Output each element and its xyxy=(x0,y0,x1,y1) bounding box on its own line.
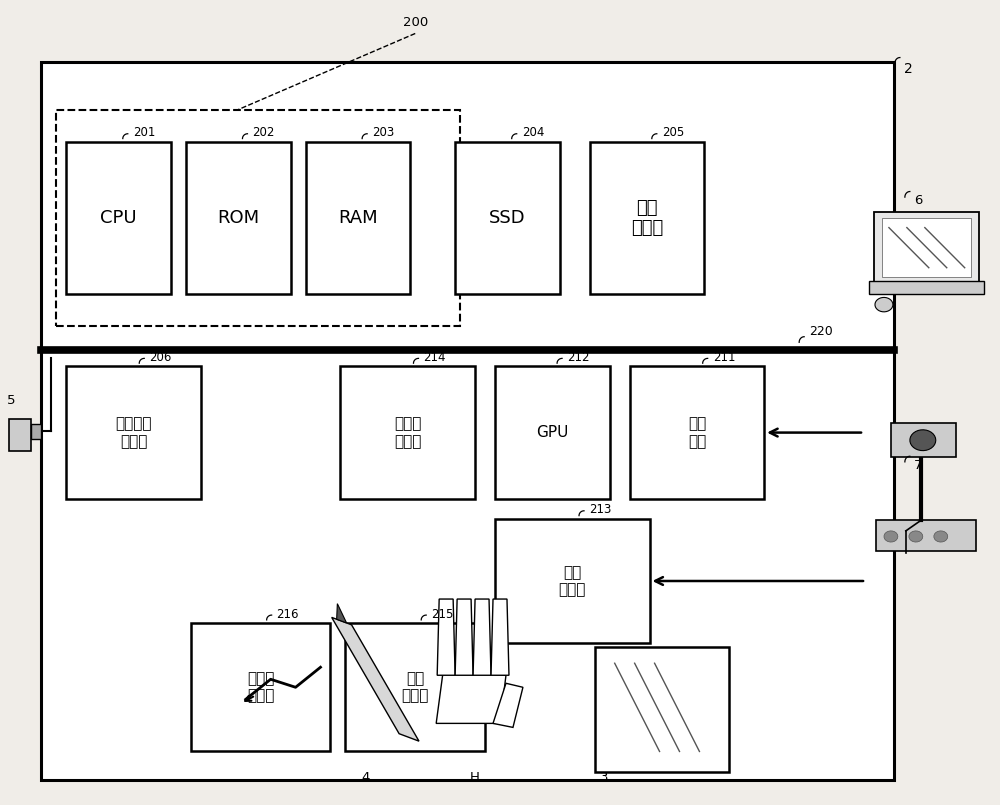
Polygon shape xyxy=(337,604,347,623)
Text: 外部存储
控制器: 外部存储 控制器 xyxy=(115,416,152,448)
Bar xyxy=(876,520,976,551)
Text: 203: 203 xyxy=(372,126,394,139)
Bar xyxy=(345,623,485,751)
Polygon shape xyxy=(473,599,491,675)
Text: 201: 201 xyxy=(133,126,155,139)
Text: 7: 7 xyxy=(914,459,922,472)
Bar xyxy=(874,212,979,284)
Bar xyxy=(31,424,41,439)
Bar xyxy=(630,366,764,499)
Bar xyxy=(306,142,410,294)
Bar xyxy=(882,218,971,278)
Text: 触摸
传感器: 触摸 传感器 xyxy=(402,671,429,704)
Text: 6: 6 xyxy=(914,194,922,207)
Bar xyxy=(595,647,729,771)
Text: CPU: CPU xyxy=(100,209,137,227)
Text: 212: 212 xyxy=(567,351,590,364)
Polygon shape xyxy=(884,530,898,542)
Bar xyxy=(891,423,956,457)
Polygon shape xyxy=(875,297,893,312)
Polygon shape xyxy=(491,599,509,675)
Text: 电子笔
控制器: 电子笔 控制器 xyxy=(247,671,274,704)
Bar xyxy=(495,518,650,643)
Text: 215: 215 xyxy=(431,608,454,621)
Polygon shape xyxy=(934,530,948,542)
Bar xyxy=(340,366,475,499)
Text: 214: 214 xyxy=(423,351,446,364)
Text: ROM: ROM xyxy=(217,209,259,227)
Text: GPU: GPU xyxy=(536,425,569,440)
Text: 200: 200 xyxy=(403,16,428,30)
Polygon shape xyxy=(437,599,455,675)
Text: 206: 206 xyxy=(149,351,172,364)
Bar xyxy=(41,61,894,779)
Bar xyxy=(66,366,201,499)
Text: 捕获
装置: 捕获 装置 xyxy=(688,416,706,448)
Polygon shape xyxy=(493,683,523,728)
Bar xyxy=(191,623,330,751)
Text: 205: 205 xyxy=(662,126,684,139)
Text: 213: 213 xyxy=(589,503,611,517)
Text: 5: 5 xyxy=(7,394,16,407)
Text: 4: 4 xyxy=(361,770,370,783)
Text: SSD: SSD xyxy=(489,209,526,227)
Bar xyxy=(9,419,31,451)
Bar xyxy=(869,282,984,294)
Text: 网络
控制器: 网络 控制器 xyxy=(631,199,663,237)
Text: H: H xyxy=(470,770,480,783)
Text: 220: 220 xyxy=(809,325,833,338)
Polygon shape xyxy=(436,671,506,724)
Text: 211: 211 xyxy=(713,351,735,364)
Bar xyxy=(495,366,610,499)
Text: 传感器
控制器: 传感器 控制器 xyxy=(394,416,421,448)
Text: 216: 216 xyxy=(277,608,299,621)
Bar xyxy=(66,142,171,294)
Polygon shape xyxy=(909,530,923,542)
Polygon shape xyxy=(332,617,419,741)
Text: 显示
控制器: 显示 控制器 xyxy=(559,565,586,597)
Polygon shape xyxy=(910,430,936,451)
Text: 3: 3 xyxy=(600,770,609,783)
Text: 202: 202 xyxy=(252,126,275,139)
Text: 2: 2 xyxy=(904,61,913,76)
Bar xyxy=(186,142,291,294)
Bar xyxy=(56,109,460,326)
Text: 204: 204 xyxy=(522,126,544,139)
Polygon shape xyxy=(455,599,473,675)
Bar xyxy=(455,142,560,294)
Text: RAM: RAM xyxy=(338,209,378,227)
Bar xyxy=(590,142,704,294)
